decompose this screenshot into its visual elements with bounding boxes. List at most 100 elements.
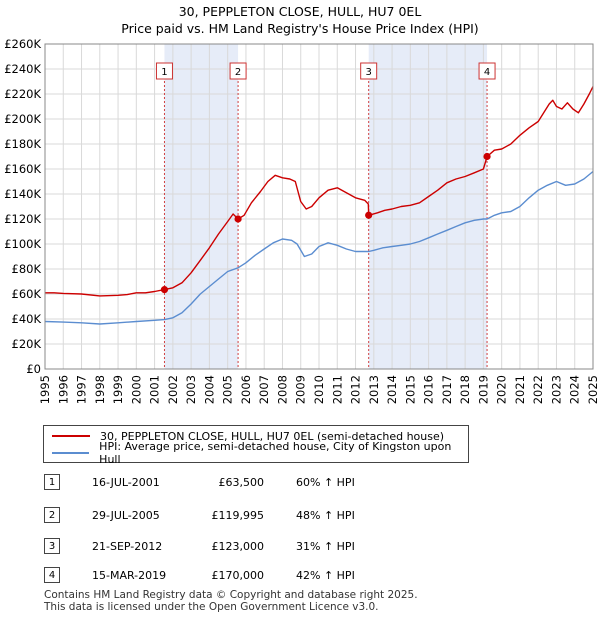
sale-marker-label: 2 [235,67,241,78]
sale-hpi-change: 60% ↑ HPI [296,476,355,489]
x-tick-label: 2015 [403,375,417,404]
x-tick-label: 2021 [513,375,527,404]
x-tick-label: 2023 [549,375,563,404]
shaded-period [164,44,239,369]
y-axis-ticks: £0 £20K £40K £60K £80K £100K £120K £140K £160K £1… [4,37,41,376]
x-tick-label: 2022 [531,375,545,404]
sale-number-badge: 2 [44,507,60,523]
legend-label-property: 30, PEPPLETON CLOSE, HULL, HU7 0EL (semi… [100,429,445,443]
plot-frame [44,43,594,370]
x-tick-label: 2016 [422,375,436,404]
x-tick-label: 2008 [275,375,289,404]
y-tick-label: £60K [12,287,42,301]
grid-lines [44,43,594,370]
footer-licence: This data is licensed under the Open Gov… [44,601,379,613]
x-tick-label: 2019 [476,375,490,404]
sale-point [483,152,491,161]
sale-price: £123,000 [211,540,265,553]
x-tick-label: 1997 [75,375,89,404]
y-tick-label: £120K [4,212,41,226]
y-tick-label: £140K [4,187,41,201]
x-tick-label: 2010 [312,375,326,404]
sale-number-badge: 1 [44,474,60,490]
sale-marker-box [155,62,173,80]
x-tick-label: 2024 [568,375,582,404]
sale-marker-box [478,62,496,80]
x-tick-label: 2011 [330,375,344,404]
x-tick-label: 2025 [586,375,600,404]
sale-marker-label: 3 [365,67,371,78]
legend-item-hpi: HPI: Average price, semi-detached house,… [52,440,468,466]
x-tick-label: 2017 [440,375,454,404]
x-tick-label: 2018 [458,375,472,404]
y-tick-label: £180K [4,137,41,151]
sale-date: 29-JUL-2005 [92,509,160,522]
y-tick-label: £220K [4,87,41,101]
sale-marker-label: 4 [484,67,490,78]
x-tick-label: 2020 [495,375,509,404]
x-tick-label: 1996 [56,375,70,404]
y-tick-label: £160K [4,162,41,176]
x-tick-label: 2001 [148,375,162,404]
y-tick-label: £20K [12,337,42,351]
legend-swatch-property [52,435,90,437]
x-tick-label: 1995 [38,375,52,404]
x-tick-label: 1999 [111,375,125,404]
legend-swatch-hpi [52,452,90,454]
x-tick-label: 2006 [239,375,253,404]
sale-price: £63,500 [218,476,265,489]
x-tick-label: 2003 [184,375,198,404]
sale-marker-box [229,62,247,80]
hpi-line [44,170,594,325]
x-tick-label: 2004 [202,375,216,404]
x-tick-label: 2002 [166,375,180,404]
sale-hpi-change: 48% ↑ HPI [296,509,355,522]
x-tick-label: 2005 [221,375,235,404]
x-axis-ticks: 1995 1996 1997 1998 1999 2000 2001 2002 2003 2004… [38,375,600,404]
y-tick-label: £240K [4,62,41,76]
sale-row: 4 15-MAR-2019 £170,000 42% ↑ HPI [44,567,464,585]
chart-title-line1: 30, PEPPLETON CLOSE, HULL, HU7 0EL [178,4,422,19]
price-chart: 1 2 3 4 £0 £20K £40K £60K £80K £100K £120K £140K £1… [4,37,600,404]
x-tick-label: 2007 [257,375,271,404]
sale-hpi-change: 31% ↑ HPI [296,540,355,553]
sale-marker-boxes: 1 2 3 4 [155,62,496,80]
sale-hpi-change: 42% ↑ HPI [296,569,355,582]
sale-point [365,211,373,219]
property-price-line [45,86,594,297]
chart-title-line2: Price paid vs. HM Land Registry's House … [121,21,479,36]
sale-row: 3 21-SEP-2012 £123,000 31% ↑ HPI [44,538,464,556]
legend: 30, PEPPLETON CLOSE, HULL, HU7 0EL (semi… [43,425,469,466]
x-tick-label: 2014 [385,375,399,404]
sale-row: 1 16-JUL-2001 £63,500 60% ↑ HPI [44,474,464,492]
sale-row: 2 29-JUL-2005 £119,995 48% ↑ HPI [44,507,464,525]
x-tick-label: 2009 [294,375,308,404]
y-tick-label: £260K [4,37,41,51]
x-tick-label: 2000 [129,375,143,404]
footer-copyright: Contains HM Land Registry data © Copyrig… [44,589,418,601]
y-tick-label: £40K [12,312,42,326]
shaded-period [368,44,488,369]
y-tick-label: £200K [4,112,41,126]
x-tick-label: 2013 [367,375,381,404]
sale-date: 16-JUL-2001 [92,476,160,489]
x-tick-label: 1998 [93,375,107,404]
sale-number-badge: 3 [44,538,60,554]
series-lines [44,86,594,325]
sale-marker-box [360,62,378,80]
sale-marker-label: 1 [161,67,167,78]
sale-points [160,152,491,294]
sale-price: £119,995 [211,509,265,522]
y-tick-label: £100K [4,237,41,251]
sale-date: 15-MAR-2019 [92,569,167,582]
shaded-periods [164,44,488,369]
sale-date: 21-SEP-2012 [92,540,163,553]
y-tick-label: £0 [26,362,41,376]
legend-item-property: 30, PEPPLETON CLOSE, HULL, HU7 0EL (semi… [52,428,444,444]
sale-point [234,215,242,223]
y-tick-label: £80K [12,262,42,276]
legend-label-hpi: HPI: Average price, semi-detached house,… [99,440,452,466]
sale-price: £170,000 [211,569,265,582]
sale-point [160,286,169,294]
x-tick-label: 2012 [349,375,363,404]
